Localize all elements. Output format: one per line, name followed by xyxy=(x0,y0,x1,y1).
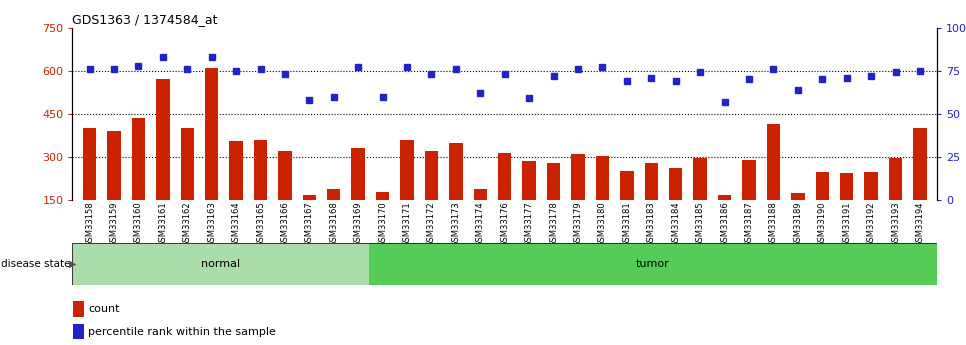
Bar xyxy=(865,172,878,200)
Bar xyxy=(229,141,242,200)
Bar xyxy=(327,189,340,200)
Text: GDS1363 / 1374584_at: GDS1363 / 1374584_at xyxy=(72,13,218,27)
Bar xyxy=(254,140,268,200)
Bar xyxy=(742,160,755,200)
Bar xyxy=(131,118,145,200)
Text: tumor: tumor xyxy=(636,259,669,269)
Text: normal: normal xyxy=(201,259,241,269)
Bar xyxy=(449,142,463,200)
Bar xyxy=(352,148,365,200)
Bar xyxy=(669,168,682,200)
Bar xyxy=(83,128,97,200)
Bar xyxy=(376,192,389,200)
Bar xyxy=(523,161,536,200)
Bar xyxy=(498,152,511,200)
Bar xyxy=(913,128,926,200)
Text: count: count xyxy=(88,304,120,314)
Bar xyxy=(840,173,853,200)
Bar xyxy=(815,172,829,200)
Bar xyxy=(644,163,658,200)
Bar xyxy=(107,131,121,200)
Bar xyxy=(596,156,610,200)
Bar xyxy=(425,151,439,200)
Bar xyxy=(369,243,937,285)
Bar xyxy=(889,158,902,200)
Bar xyxy=(205,68,218,200)
Text: disease state: disease state xyxy=(1,259,71,269)
Bar xyxy=(73,324,84,339)
Bar xyxy=(72,243,369,285)
Bar xyxy=(156,79,169,200)
Bar xyxy=(571,154,584,200)
Bar xyxy=(620,171,634,200)
Bar xyxy=(73,301,84,317)
Bar xyxy=(181,128,194,200)
Bar xyxy=(791,193,805,200)
Bar xyxy=(278,151,292,200)
Bar xyxy=(718,195,731,200)
Bar xyxy=(694,158,707,200)
Text: ▶: ▶ xyxy=(69,259,76,269)
Text: percentile rank within the sample: percentile rank within the sample xyxy=(88,327,276,337)
Bar xyxy=(767,124,781,200)
Bar xyxy=(473,189,487,200)
Bar xyxy=(400,140,413,200)
Bar xyxy=(302,195,316,200)
Bar xyxy=(547,163,560,200)
